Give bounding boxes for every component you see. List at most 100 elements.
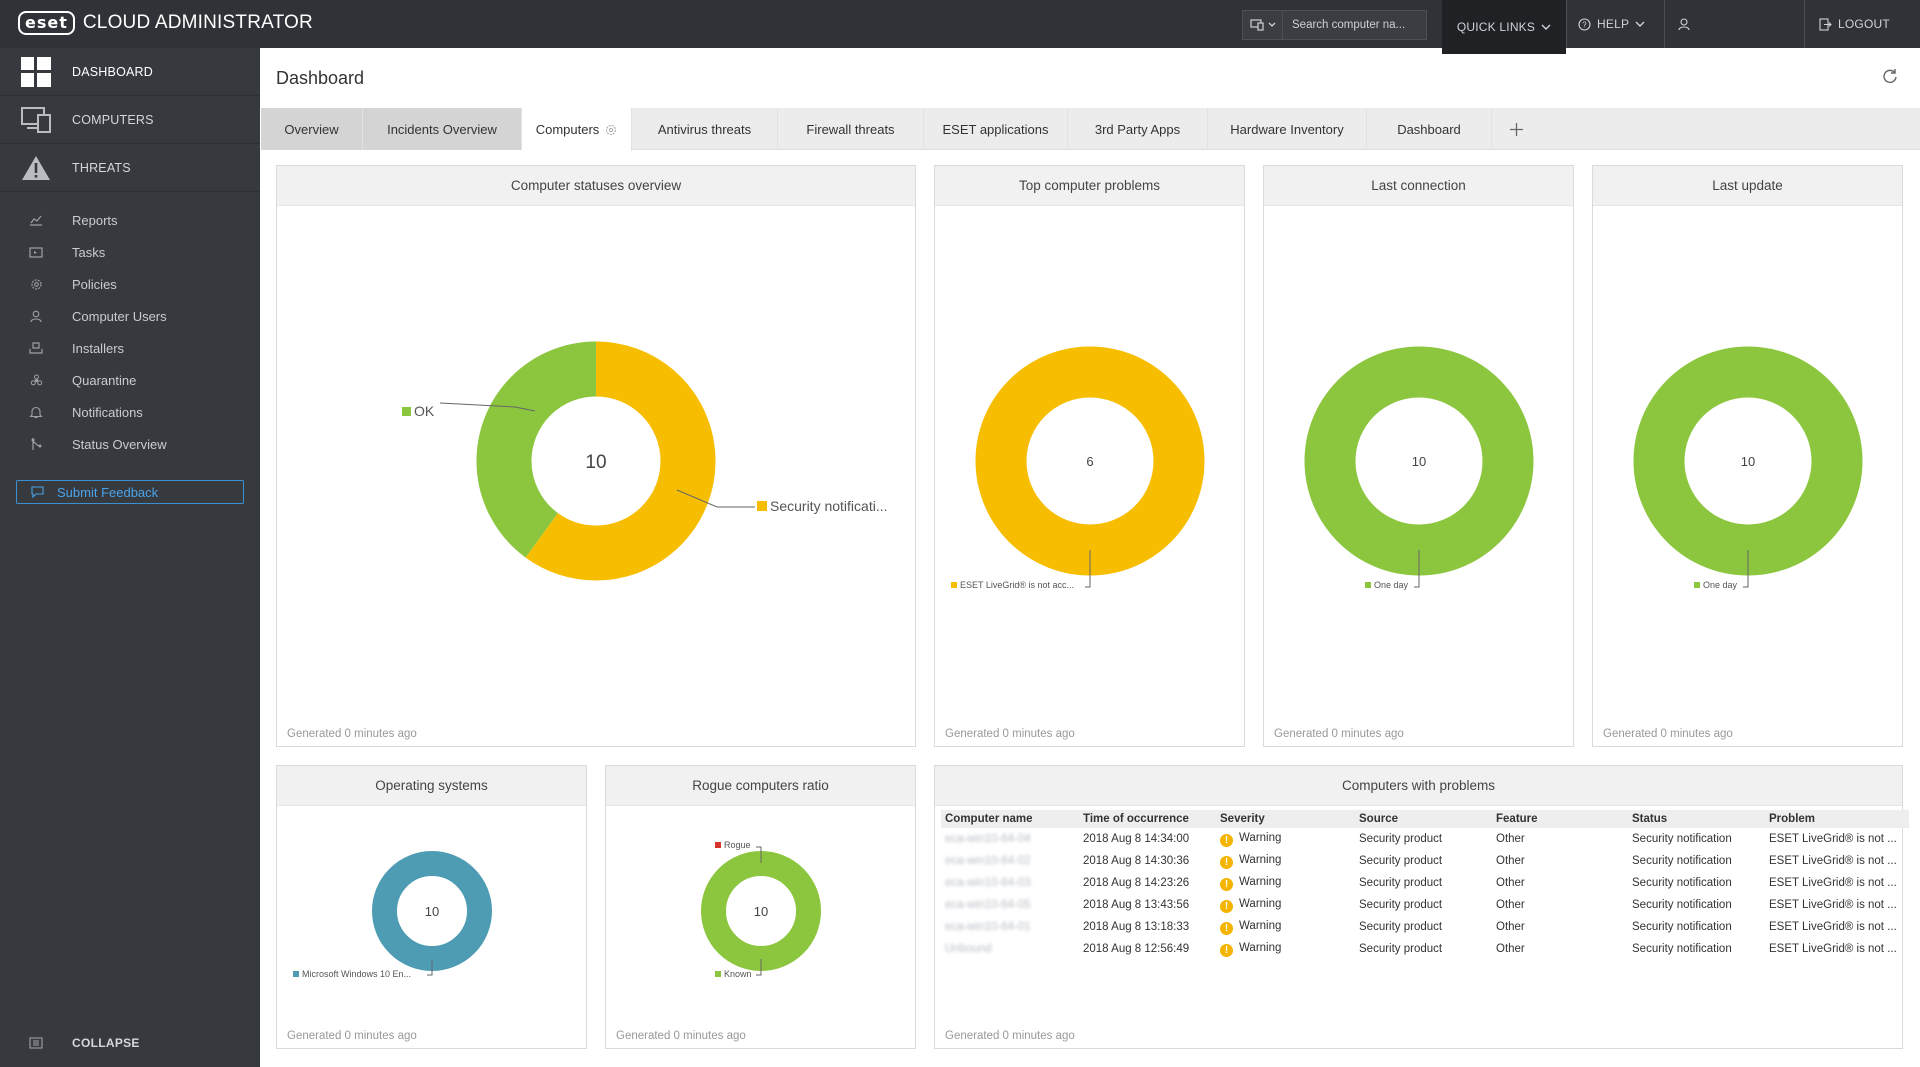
donut-slice-security-notificati[interactable] bbox=[476, 341, 716, 581]
last-connection-donut-chart: 10 One day bbox=[1304, 346, 1534, 590]
legend-swatch-security bbox=[757, 501, 767, 511]
widget-last-connection[interactable]: Last connection 10 One day Generated 0 m… bbox=[1263, 165, 1574, 747]
nav-policies[interactable]: Policies bbox=[0, 268, 260, 300]
column-header[interactable]: Time of occurrence bbox=[1079, 810, 1216, 828]
feedback-icon bbox=[30, 486, 44, 498]
nav-label: THREATS bbox=[72, 160, 131, 175]
severity-label: Warning bbox=[1239, 941, 1282, 954]
nav-dashboard[interactable]: DASHBOARD bbox=[0, 48, 260, 96]
leader-line bbox=[756, 846, 762, 863]
column-header[interactable]: Status bbox=[1628, 810, 1765, 828]
donut-slice-microsoft-windows-10-en[interactable] bbox=[372, 851, 492, 971]
submit-feedback-button[interactable]: Submit Feedback bbox=[16, 480, 244, 504]
nav-label: Installers bbox=[72, 340, 125, 356]
tab-label: Overview bbox=[284, 121, 339, 137]
dashboard-tabs: Overview Incidents Overview Computers An… bbox=[261, 108, 1920, 151]
computers-icon bbox=[21, 106, 51, 133]
nav-label: Tasks bbox=[72, 244, 106, 260]
quick-links-menu[interactable]: QUICK LINKS bbox=[1442, 0, 1566, 54]
nav-status-overview[interactable]: Status Overview bbox=[0, 428, 260, 460]
table-row[interactable]: Unbound 2018 Aug 8 12:56:49! Warning Securi… bbox=[941, 938, 1909, 960]
source-cell: Security product bbox=[1359, 855, 1443, 867]
refresh-icon[interactable] bbox=[1882, 68, 1898, 84]
computer-users-icon bbox=[30, 310, 42, 322]
tab-eset-applications[interactable]: ESET applications bbox=[924, 108, 1068, 150]
nav-label: Notifications bbox=[72, 404, 143, 420]
table-row[interactable]: eca-win10-64-01 2018 Aug 8 13:18:33! Warni… bbox=[941, 916, 1909, 938]
computer-name-cell[interactable]: Unbound bbox=[945, 943, 992, 955]
donut-total: 10 bbox=[1741, 454, 1755, 469]
brand[interactable]: eset CLOUD ADMINISTRATOR bbox=[18, 11, 313, 35]
nav-label: Status Overview bbox=[72, 436, 167, 452]
column-header[interactable]: Computer name bbox=[941, 810, 1079, 828]
widget-rogue-computers[interactable]: Rogue computers ratio 10 Rogue Known Gen… bbox=[605, 765, 916, 1049]
table-row[interactable]: eca-win10-64-02 2018 Aug 8 14:30:36! Warni… bbox=[941, 850, 1909, 872]
widget-computer-statuses[interactable]: Computer statuses overview 10 OK Securit… bbox=[276, 165, 916, 747]
nav-reports[interactable]: Reports bbox=[0, 204, 260, 236]
legend-swatch bbox=[951, 582, 957, 588]
user-menu[interactable] bbox=[1678, 0, 1690, 48]
widget-title: Operating systems bbox=[277, 766, 586, 806]
donut-slice-known[interactable] bbox=[701, 851, 821, 971]
nav-quarantine[interactable]: Quarantine bbox=[0, 364, 260, 396]
tab-antivirus-threats[interactable]: Antivirus threats bbox=[632, 108, 778, 150]
collapse-label: COLLAPSE bbox=[72, 1036, 140, 1050]
page-title: Dashboard bbox=[276, 68, 365, 88]
svg-text:?: ? bbox=[1582, 20, 1587, 29]
nav-computers[interactable]: COMPUTERS bbox=[0, 96, 260, 144]
donut-total: 10 bbox=[425, 904, 439, 919]
computer-search bbox=[1242, 10, 1427, 40]
source-cell: Security product bbox=[1359, 877, 1443, 889]
problem-cell: ESET LiveGrid® is not ... bbox=[1769, 833, 1897, 845]
computer-name-cell[interactable]: eca-win10-64-03 bbox=[945, 877, 1031, 889]
warning-icon: ! bbox=[1220, 943, 1233, 957]
column-header[interactable]: Severity bbox=[1216, 810, 1355, 828]
nav-installers[interactable]: Installers bbox=[0, 332, 260, 364]
column-header[interactable]: Feature bbox=[1492, 810, 1628, 828]
widget-last-update[interactable]: Last update 10 One day Generated 0 minut… bbox=[1592, 165, 1903, 747]
logout-icon bbox=[1819, 17, 1832, 31]
nav-threats[interactable]: THREATS bbox=[0, 144, 260, 192]
severity-cell: ! Warning bbox=[1216, 872, 1355, 894]
tab-firewall-threats[interactable]: Firewall threats bbox=[778, 108, 924, 150]
severity-cell: ! Warning bbox=[1216, 894, 1355, 916]
search-input[interactable] bbox=[1283, 19, 1423, 31]
tab-3rd-party-apps[interactable]: 3rd Party Apps bbox=[1068, 108, 1208, 150]
column-header[interactable]: Source bbox=[1355, 810, 1492, 828]
widget-operating-systems[interactable]: Operating systems 10 Microsoft Windows 1… bbox=[276, 765, 587, 1049]
widget-top-problems[interactable]: Top computer problems 6 ESET LiveGrid® i… bbox=[934, 165, 1245, 747]
nav-label: Reports bbox=[72, 212, 118, 228]
nav-computer-users[interactable]: Computer Users bbox=[0, 300, 260, 332]
severity-cell: ! Warning bbox=[1216, 938, 1355, 960]
widget-computers-with-problems[interactable]: Computers with problems Computer name Ti… bbox=[934, 765, 1909, 1049]
table-row[interactable]: eca-win10-64-04 2018 Aug 8 14:34:00! Warni… bbox=[941, 828, 1909, 850]
nav-tasks[interactable]: Tasks bbox=[0, 236, 260, 268]
collapse-button[interactable]: COLLAPSE bbox=[0, 1019, 260, 1067]
computer-name-cell[interactable]: eca-win10-64-05 bbox=[945, 899, 1031, 911]
column-header[interactable]: Problem bbox=[1765, 810, 1909, 828]
generated-text: Generated 0 minutes ago bbox=[616, 1030, 746, 1042]
tab-overview[interactable]: Overview bbox=[261, 108, 363, 150]
computer-name-cell[interactable]: eca-win10-64-02 bbox=[945, 855, 1031, 867]
tab-hardware-inventory[interactable]: Hardware Inventory bbox=[1208, 108, 1367, 150]
policies-icon bbox=[30, 278, 42, 290]
table-row[interactable]: eca-win10-64-03 2018 Aug 8 14:23:26! Warni… bbox=[941, 872, 1909, 894]
computer-name-cell[interactable]: eca-win10-64-01 bbox=[945, 921, 1031, 933]
search-scope-dropdown[interactable] bbox=[1243, 11, 1283, 39]
help-label: HELP bbox=[1597, 17, 1630, 31]
logout-button[interactable]: LOGOUT bbox=[1804, 0, 1890, 48]
table-row[interactable]: eca-win10-64-05 2018 Aug 8 13:43:56! Warni… bbox=[941, 894, 1909, 916]
computer-name-cell[interactable]: eca-win10-64-04 bbox=[945, 833, 1031, 845]
add-tab-button[interactable] bbox=[1492, 108, 1540, 150]
help-menu[interactable]: ? HELP bbox=[1578, 0, 1645, 48]
tab-computers[interactable]: Computers bbox=[522, 108, 632, 151]
gear-icon[interactable] bbox=[605, 124, 617, 136]
divider bbox=[1566, 0, 1567, 48]
tab-dashboard[interactable]: Dashboard bbox=[1367, 108, 1492, 150]
leader-line bbox=[1085, 550, 1091, 588]
statuses-donut-chart: 10 OK Security notificati... bbox=[402, 341, 888, 581]
tab-incidents-overview[interactable]: Incidents Overview bbox=[363, 108, 522, 150]
time-cell: 2018 Aug 8 14:30:36 bbox=[1083, 855, 1190, 867]
nav-notifications[interactable]: Notifications bbox=[0, 396, 260, 428]
legend-swatch-rogue bbox=[715, 842, 721, 848]
